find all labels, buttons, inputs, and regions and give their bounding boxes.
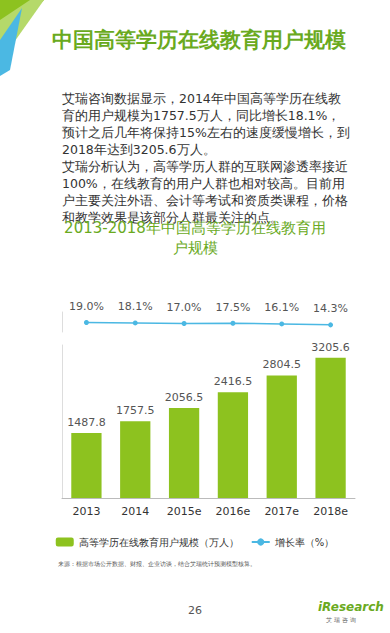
svg-text:2016e: 2016e: [216, 505, 251, 518]
svg-text:增长率（%）: 增长率（%）: [274, 537, 335, 548]
svg-text:16.1%: 16.1%: [264, 301, 299, 314]
svg-text:17.5%: 17.5%: [215, 301, 250, 314]
svg-text:1757.5: 1757.5: [116, 404, 155, 417]
html-text:艾瑞咨询: 艾瑞咨询: [326, 616, 358, 623]
html-text:iResearch: iResearch: [318, 600, 384, 614]
svg-text:2014: 2014: [121, 505, 149, 518]
svg-text:1487.8: 1487.8: [67, 416, 106, 429]
svg-text:2056.5: 2056.5: [165, 391, 204, 404]
svg-text:17.0%: 17.0%: [167, 301, 202, 314]
svg-text:18.1%: 18.1%: [118, 300, 153, 313]
svg-text:2017e: 2017e: [264, 505, 299, 518]
svg-text:2015e: 2015e: [167, 505, 202, 518]
html-text:艾瑞分析认为，高等学历人群的互联网渗透率接近100%，在线教: 艾瑞分析认为，高等学历人群的互联网渗透率接近100%，在线教育的用户人群也相对较…: [62, 159, 348, 225]
html-text:来源：根据市场公开数据、财报、企业访谈，结合艾瑞统计预测模型: 来源：根据市场公开数据、财报、企业访谈，结合艾瑞统计预测模型核算。: [58, 560, 256, 567]
svg-text:19.0%: 19.0%: [69, 300, 104, 313]
svg-text:14.3%: 14.3%: [313, 302, 348, 315]
svg-text:2804.5: 2804.5: [263, 358, 302, 371]
svg-text:2416.5: 2416.5: [214, 375, 253, 388]
svg-text:2018e: 2018e: [313, 505, 348, 518]
svg-text:2013: 2013: [72, 505, 100, 518]
svg-text:3205.6: 3205.6: [311, 341, 350, 354]
html-text:2013-2018年中国高等学历在线教育用户规模: 2013-2018年中国高等学历在线教育用户规模: [64, 219, 326, 257]
html-text:中国高等学历在线教育用户规模: 中国高等学历在线教育用户规模: [52, 28, 346, 52]
html-text:26: 26: [188, 604, 202, 617]
html-text:艾瑞咨询数据显示，2014年中国高等学历在线教育的用户规模为: 艾瑞咨询数据显示，2014年中国高等学历在线教育的用户规模为1757.5万人，同…: [62, 91, 350, 157]
svg-text:高等学历在线教育用户规模（万人）: 高等学历在线教育用户规模（万人）: [79, 537, 239, 548]
